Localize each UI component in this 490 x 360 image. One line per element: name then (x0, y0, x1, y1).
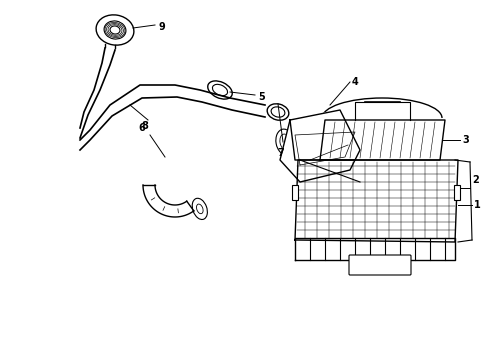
Text: 7: 7 (278, 148, 284, 158)
Text: 9: 9 (158, 22, 165, 32)
Text: 1: 1 (474, 200, 481, 210)
Ellipse shape (192, 198, 207, 220)
Bar (454, 185, 460, 200)
Text: 4: 4 (352, 77, 359, 87)
Bar (292, 185, 298, 200)
Ellipse shape (447, 227, 453, 233)
Text: 5: 5 (258, 92, 265, 102)
Ellipse shape (297, 167, 303, 173)
Polygon shape (320, 120, 445, 160)
Text: 2: 2 (472, 175, 479, 185)
Text: 3: 3 (462, 135, 469, 145)
Ellipse shape (276, 129, 294, 155)
Ellipse shape (96, 15, 134, 45)
Polygon shape (280, 110, 360, 182)
Ellipse shape (447, 167, 453, 173)
Text: 6: 6 (139, 123, 146, 133)
Text: 8: 8 (142, 121, 148, 131)
Ellipse shape (104, 21, 126, 39)
Ellipse shape (297, 227, 303, 233)
Ellipse shape (208, 81, 232, 99)
FancyBboxPatch shape (349, 255, 411, 275)
Ellipse shape (271, 107, 285, 117)
Polygon shape (295, 160, 458, 242)
Polygon shape (295, 238, 455, 260)
Ellipse shape (213, 84, 227, 96)
Ellipse shape (267, 104, 289, 120)
